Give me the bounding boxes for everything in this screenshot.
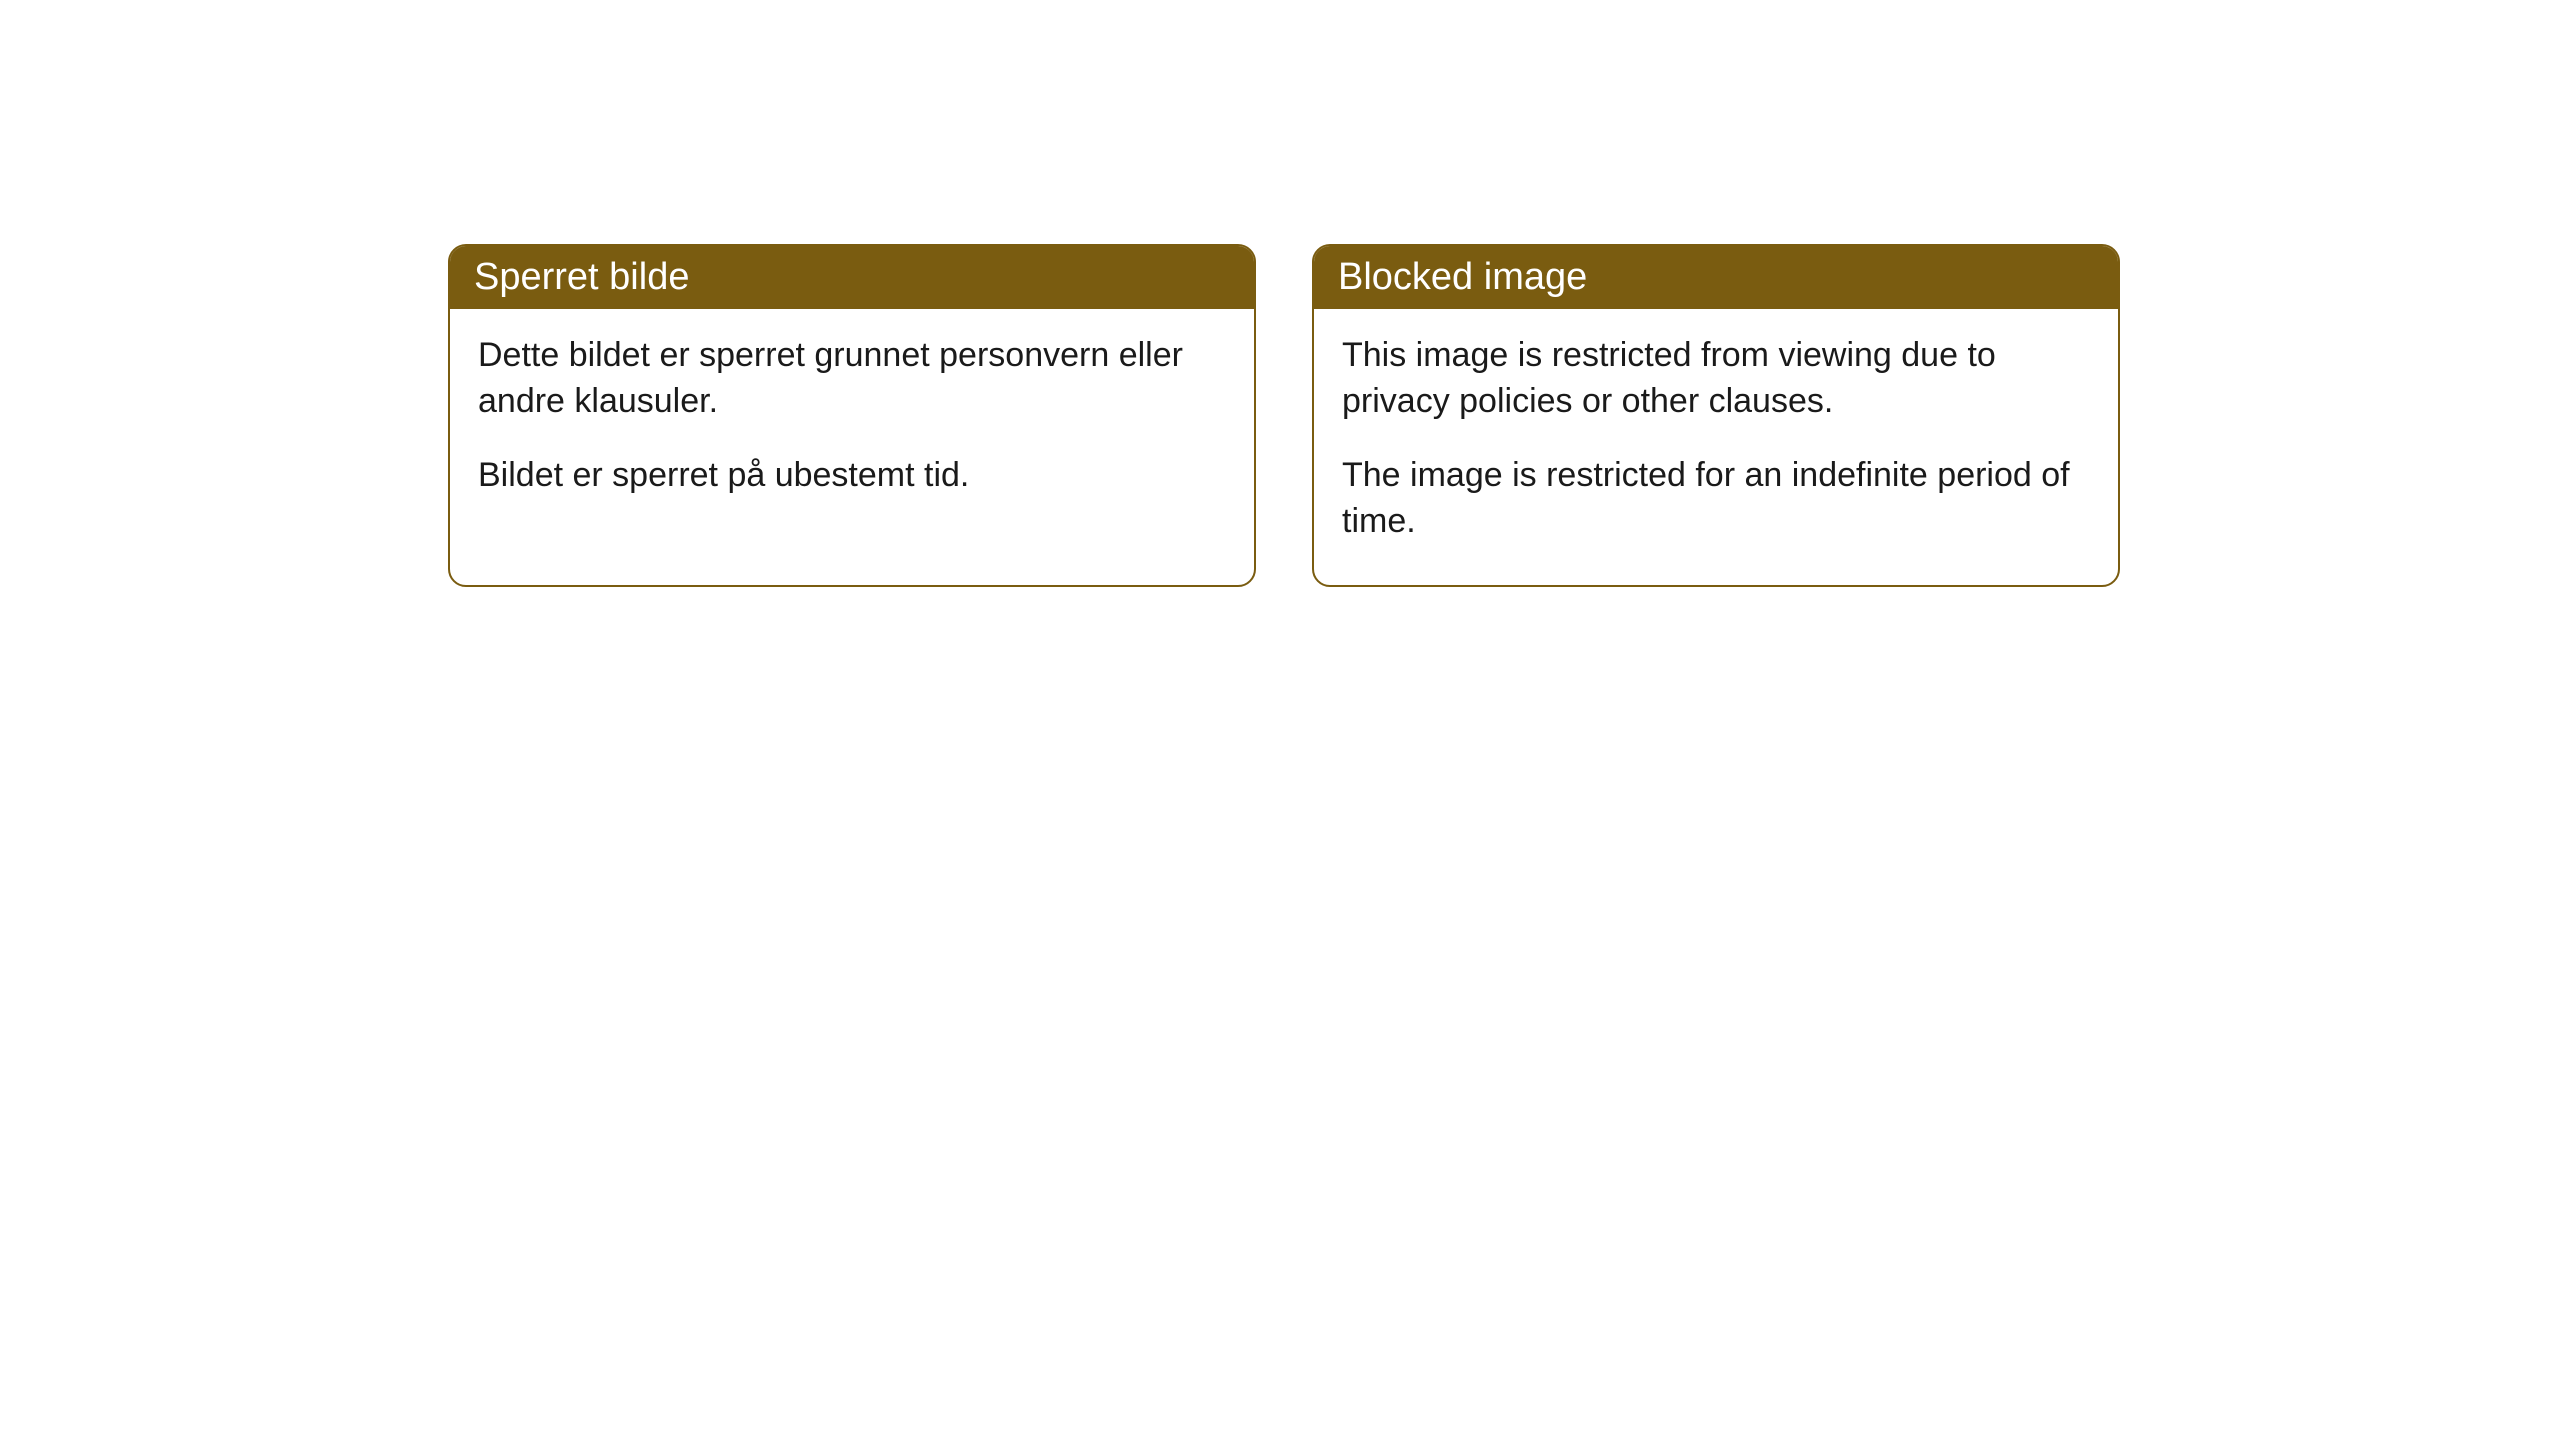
blocked-image-card-norwegian: Sperret bilde Dette bildet er sperret gr… (448, 244, 1256, 587)
blocked-image-card-english: Blocked image This image is restricted f… (1312, 244, 2120, 587)
cards-container: Sperret bilde Dette bildet er sperret gr… (448, 244, 2120, 587)
card-body-norwegian: Dette bildet er sperret grunnet personve… (450, 309, 1254, 539)
card-paragraph-english-1: This image is restricted from viewing du… (1342, 333, 2090, 425)
card-title-norwegian: Sperret bilde (474, 256, 689, 298)
card-title-english: Blocked image (1338, 256, 1587, 298)
card-header-english: Blocked image (1314, 246, 2118, 309)
card-body-english: This image is restricted from viewing du… (1314, 309, 2118, 585)
card-paragraph-english-2: The image is restricted for an indefinit… (1342, 453, 2090, 545)
card-header-norwegian: Sperret bilde (450, 246, 1254, 309)
card-paragraph-norwegian-2: Bildet er sperret på ubestemt tid. (478, 453, 1226, 499)
card-paragraph-norwegian-1: Dette bildet er sperret grunnet personve… (478, 333, 1226, 425)
